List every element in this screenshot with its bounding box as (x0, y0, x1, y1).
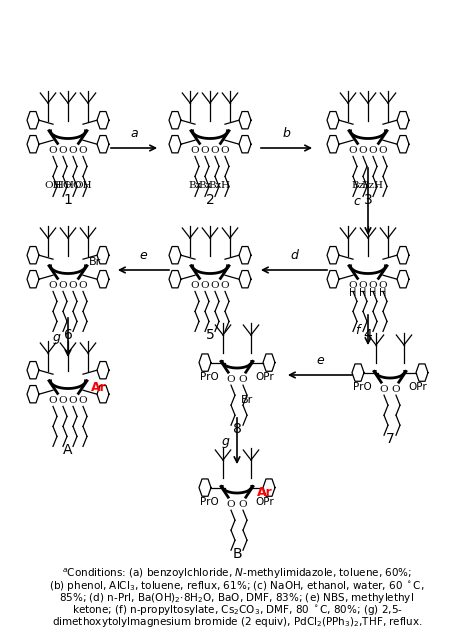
Text: a: a (130, 127, 138, 140)
Text: B: B (232, 547, 242, 561)
Text: O: O (349, 281, 357, 290)
Text: O: O (379, 146, 387, 155)
Text: O: O (79, 146, 87, 155)
Text: PrO: PrO (353, 382, 372, 392)
Text: O: O (369, 146, 377, 155)
Text: O: O (227, 500, 235, 508)
Text: Bz: Bz (209, 181, 221, 190)
Text: O: O (221, 281, 229, 290)
Text: O: O (210, 281, 219, 290)
Text: Ar: Ar (257, 486, 273, 499)
Text: O: O (49, 396, 57, 405)
Text: HO: HO (64, 181, 82, 190)
Text: O: O (392, 385, 401, 394)
Text: O: O (49, 146, 57, 155)
Text: O: O (49, 281, 57, 290)
Text: OH: OH (44, 181, 62, 190)
Text: H: H (369, 288, 377, 299)
Text: O: O (359, 146, 367, 155)
Text: g: g (52, 331, 60, 344)
Text: 4: 4 (364, 329, 373, 343)
Text: (b) phenol, AlCl$_3$, toluene, reflux, 61%; (c) NaOH, ethanol, water, 60 $^\circ: (b) phenol, AlCl$_3$, toluene, reflux, 6… (49, 579, 425, 593)
Text: 85%; (d) n-PrI, Ba(OH)$_2$$\cdot$8H$_2$O, BaO, DMF, 83%; (e) NBS, methylethyl: 85%; (d) n-PrI, Ba(OH)$_2$$\cdot$8H$_2$O… (59, 591, 415, 605)
Text: 2: 2 (206, 193, 214, 207)
Text: O: O (369, 281, 377, 290)
Text: O: O (359, 281, 367, 290)
Text: g: g (221, 434, 229, 447)
Text: dimethoxytolylmagnesium bromide (2 equiv), PdCl$_2$(PPh$_3$)$_2$,THF, reflux.: dimethoxytolylmagnesium bromide (2 equiv… (52, 615, 422, 629)
Text: PrO: PrO (200, 497, 219, 507)
Text: OPr: OPr (408, 382, 427, 392)
Text: Br: Br (89, 256, 101, 267)
Text: 1: 1 (64, 193, 73, 207)
Text: 7: 7 (386, 432, 394, 446)
Text: OPr: OPr (255, 497, 274, 507)
Text: O: O (69, 396, 77, 405)
Text: H: H (379, 288, 387, 299)
Text: O: O (210, 146, 219, 155)
Text: Bz: Bz (351, 181, 365, 190)
Text: d: d (290, 249, 298, 262)
Text: Bz: Bz (189, 181, 201, 190)
Text: O: O (59, 146, 67, 155)
Text: O: O (379, 281, 387, 290)
Text: O: O (239, 375, 247, 383)
Text: A: A (63, 443, 73, 457)
Text: OPr: OPr (255, 372, 274, 382)
Text: O: O (69, 281, 77, 290)
Text: Br: Br (241, 395, 253, 405)
Text: O: O (239, 500, 247, 508)
Text: O: O (59, 396, 67, 405)
Text: $^a$Conditions: (a) benzoylchloride, $\mathit{N}$-methylimidazole, toluene, 60%;: $^a$Conditions: (a) benzoylchloride, $\m… (62, 567, 412, 581)
Text: ketone; (f) n-propyltosylate, Cs$_2$CO$_3$, DMF, 80 $^\circ$C, 80%; (g) 2,5-: ketone; (f) n-propyltosylate, Cs$_2$CO$_… (72, 603, 402, 617)
Text: f: f (356, 323, 360, 336)
Text: HO: HO (54, 181, 72, 190)
Text: H: H (374, 181, 383, 190)
Text: PrO: PrO (200, 372, 219, 382)
Text: O: O (349, 146, 357, 155)
Text: OH: OH (74, 181, 92, 190)
Text: c: c (353, 195, 360, 208)
Text: e: e (316, 354, 324, 367)
Text: b: b (283, 127, 291, 140)
Text: H: H (220, 181, 229, 190)
Text: O: O (79, 281, 87, 290)
Text: O: O (227, 375, 235, 383)
Text: O: O (79, 396, 87, 405)
Text: Bz: Bz (362, 181, 374, 190)
Text: e: e (140, 249, 147, 262)
Text: O: O (201, 281, 210, 290)
Text: 3: 3 (364, 193, 373, 207)
Text: Ar: Ar (91, 382, 107, 394)
Text: 8: 8 (233, 422, 241, 436)
Text: H: H (349, 288, 357, 299)
Text: O: O (69, 146, 77, 155)
Text: O: O (191, 146, 199, 155)
Text: O: O (191, 281, 199, 290)
Text: Bz: Bz (199, 181, 211, 190)
Text: O: O (201, 146, 210, 155)
Text: H: H (359, 288, 367, 299)
Text: 6: 6 (64, 329, 73, 343)
Text: 5: 5 (206, 329, 214, 343)
Text: O: O (59, 281, 67, 290)
Text: O: O (221, 146, 229, 155)
Text: O: O (380, 385, 388, 394)
